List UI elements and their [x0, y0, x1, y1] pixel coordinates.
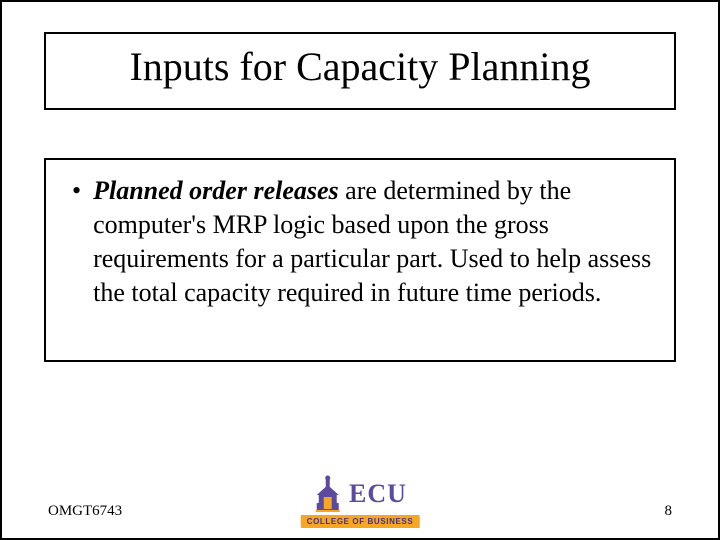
ecu-wordmark: ECU — [349, 479, 407, 509]
bullet-item: • Planned order releases are determined … — [68, 174, 652, 310]
ecu-letter-c: C — [367, 479, 387, 508]
course-code: OMGT6743 — [48, 503, 122, 520]
bullet-emphasis: Planned order releases — [93, 176, 339, 205]
cupola-icon — [313, 475, 343, 513]
bullet-text: Planned order releases are determined by… — [93, 174, 652, 310]
bullet-marker: • — [72, 174, 81, 208]
slide-title: Inputs for Capacity Planning — [60, 44, 660, 90]
ecu-logo: ECU COLLEGE OF BUSINESS — [301, 475, 420, 528]
logo-top-row: ECU — [313, 475, 407, 513]
page-number: 8 — [665, 503, 673, 520]
title-box: Inputs for Capacity Planning — [44, 32, 676, 110]
college-of-business-bar: COLLEGE OF BUSINESS — [301, 515, 420, 528]
body-box: • Planned order releases are determined … — [44, 158, 676, 362]
ecu-letter-e: E — [349, 479, 367, 508]
slide: Inputs for Capacity Planning • Planned o… — [0, 0, 720, 540]
ecu-letter-u: U — [387, 479, 407, 508]
